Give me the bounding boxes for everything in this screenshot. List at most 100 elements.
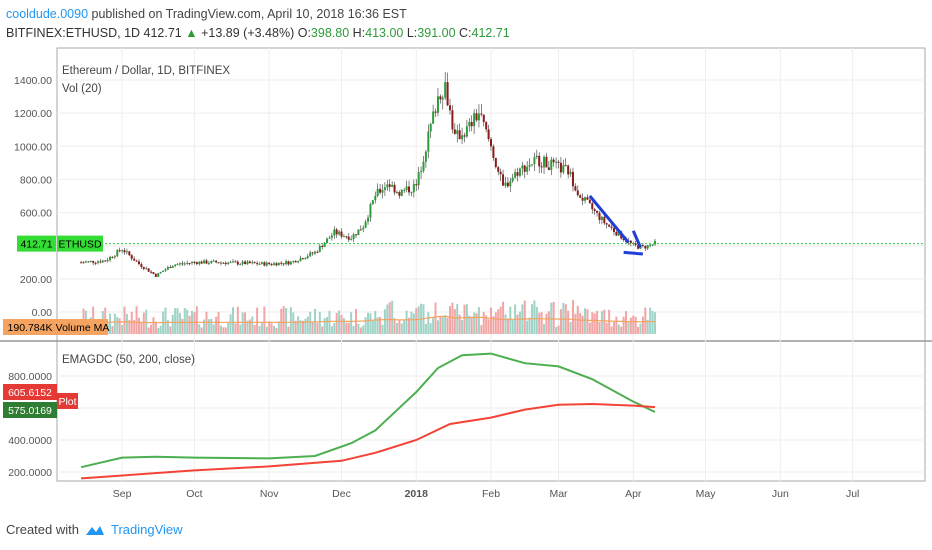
candle-body bbox=[234, 261, 237, 263]
high-label: H: bbox=[352, 26, 366, 40]
candle-body bbox=[432, 111, 435, 124]
candle-body bbox=[162, 270, 165, 273]
volume-bar bbox=[326, 317, 329, 334]
candle-body bbox=[169, 267, 172, 269]
volume-bar bbox=[610, 326, 613, 334]
candle-body bbox=[434, 111, 437, 113]
candle-body bbox=[441, 97, 444, 100]
volume-bar bbox=[333, 322, 336, 334]
candle-body bbox=[219, 262, 222, 264]
y-tick-label: 1000.00 bbox=[14, 141, 52, 153]
volume-bar bbox=[277, 321, 280, 334]
high-value: 413.00 bbox=[365, 26, 404, 40]
candle-body bbox=[164, 269, 167, 271]
candle-body bbox=[89, 260, 92, 262]
candle-body bbox=[104, 260, 107, 262]
created-with-label: Created with bbox=[6, 522, 79, 537]
volume-bar bbox=[427, 312, 430, 334]
candle-body bbox=[398, 192, 401, 196]
volume-bar bbox=[456, 303, 459, 334]
candle-body bbox=[410, 192, 413, 194]
candle-body bbox=[550, 159, 553, 170]
volume-bar bbox=[335, 312, 338, 334]
candle-body bbox=[212, 260, 215, 262]
volume-bar bbox=[258, 326, 261, 334]
candle-body bbox=[391, 184, 394, 187]
volume-bar bbox=[627, 322, 630, 334]
footer: Created with TradingView bbox=[6, 522, 183, 537]
author-link[interactable]: cooldude.0090 bbox=[6, 7, 89, 21]
volume-bar bbox=[316, 323, 319, 334]
volume-bar bbox=[569, 321, 572, 334]
volume-bar bbox=[441, 316, 444, 334]
candle-body bbox=[591, 203, 594, 210]
volume-bar bbox=[497, 309, 500, 334]
volume-bar bbox=[494, 312, 497, 334]
candle-body bbox=[147, 268, 150, 272]
candle-body bbox=[101, 260, 104, 263]
volume-bar bbox=[357, 323, 360, 334]
candle-body bbox=[113, 256, 116, 258]
candle-body bbox=[229, 261, 232, 263]
x-tick-label: Nov bbox=[260, 488, 279, 500]
candle-body bbox=[420, 170, 423, 173]
candle-body bbox=[215, 260, 218, 263]
candle-body bbox=[287, 261, 290, 265]
low-value: 391.00 bbox=[417, 26, 456, 40]
volume-bar bbox=[347, 322, 350, 334]
candle-body bbox=[191, 261, 194, 264]
volume-bar bbox=[379, 316, 382, 334]
volume-bar bbox=[159, 325, 162, 334]
volume-bar bbox=[487, 319, 490, 334]
volume-bar bbox=[135, 306, 138, 334]
volume-bar bbox=[458, 314, 461, 334]
candle-body bbox=[157, 273, 160, 277]
candle-body bbox=[96, 261, 99, 263]
ema50-value-badge: 575.0169 bbox=[8, 405, 52, 417]
volume-bar bbox=[133, 320, 136, 334]
volume-bar bbox=[622, 316, 625, 334]
y-axis-ticks: 1400.001200.001000.00800.00600.00400.002… bbox=[14, 75, 52, 319]
candle-body bbox=[188, 262, 191, 264]
y-tick-label: 400.0000 bbox=[8, 435, 52, 447]
x-axis-ticks: Sep Oct Nov Dec 2018 Feb Mar Apr May Jun Jul bbox=[113, 488, 860, 500]
candle-body bbox=[557, 161, 560, 163]
volume-bar bbox=[364, 317, 367, 334]
candle-body bbox=[309, 252, 312, 257]
candle-body bbox=[506, 182, 509, 187]
volume-bar bbox=[195, 306, 198, 334]
grid-lines bbox=[57, 48, 925, 481]
tradingview-logo-icon bbox=[85, 525, 104, 535]
volume-bar bbox=[330, 326, 333, 334]
candle-body bbox=[198, 261, 201, 265]
candle-body bbox=[174, 264, 177, 266]
candle-body bbox=[94, 262, 97, 264]
volume-bar bbox=[600, 311, 603, 334]
tradingview-link[interactable]: TradingView bbox=[110, 522, 183, 537]
candle-body bbox=[367, 217, 370, 222]
volume-bar bbox=[371, 320, 374, 334]
volume-bar bbox=[321, 326, 324, 334]
candle-body bbox=[584, 197, 587, 201]
volume-bar bbox=[591, 312, 594, 334]
volume-bar bbox=[388, 302, 391, 334]
volume-bar bbox=[403, 320, 406, 334]
volume-bar bbox=[579, 313, 582, 334]
volume-bar bbox=[625, 311, 628, 334]
volume-bar bbox=[118, 318, 121, 334]
x-tick-label: 2018 bbox=[405, 488, 429, 500]
open-value: 398.80 bbox=[310, 26, 350, 40]
volume-bar bbox=[485, 315, 488, 334]
candle-body bbox=[130, 255, 133, 259]
volume-bar bbox=[125, 313, 128, 334]
candle-body bbox=[422, 161, 425, 171]
candle-body bbox=[547, 167, 550, 170]
volume-bar bbox=[535, 306, 538, 334]
volume-bar bbox=[540, 312, 543, 334]
candle-body bbox=[523, 165, 526, 172]
low-label: L: bbox=[406, 26, 418, 40]
x-tick-label: Jul bbox=[846, 488, 859, 500]
chart-canvas[interactable]: 1400.001200.001000.00800.00600.00400.002… bbox=[0, 0, 932, 520]
candle-body bbox=[463, 135, 466, 137]
volume-bar bbox=[145, 309, 148, 334]
